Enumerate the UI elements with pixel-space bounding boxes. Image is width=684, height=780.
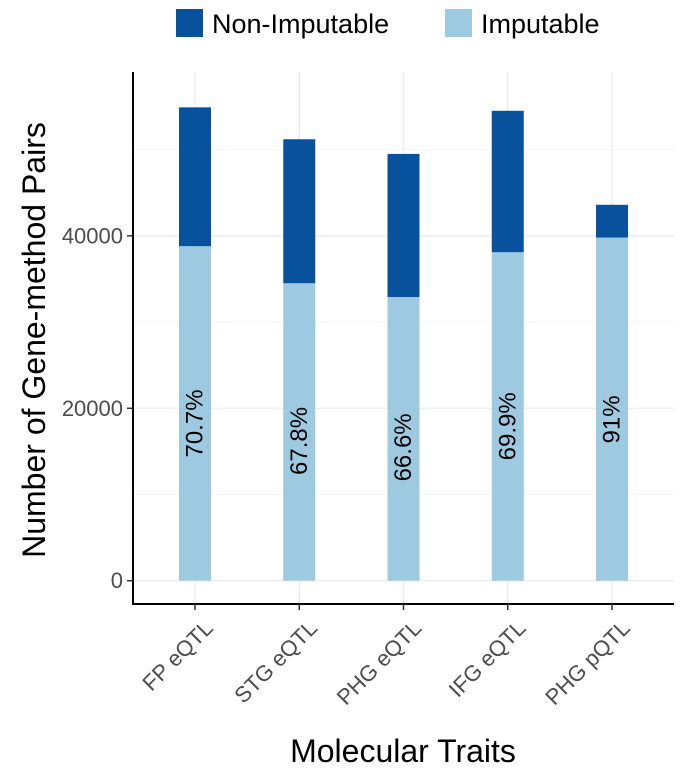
x-ticks: FP eQTL STG eQTL PHG eQTL IFG eQTL PHG pQTL	[137, 604, 635, 710]
y-tick-label: 20000	[62, 396, 123, 421]
percent-label: 69.9%	[494, 392, 521, 460]
legend-label: Imputable	[481, 9, 600, 39]
y-ticks: 0 20000 40000	[62, 223, 133, 593]
bar-imputable	[387, 297, 420, 581]
bar-imputable	[283, 283, 316, 581]
legend-swatch	[445, 9, 472, 37]
percent-label: 70.7%	[182, 389, 209, 457]
percent-label: 66.6%	[390, 413, 417, 481]
percent-labels: 70.7% 67.8% 66.6% 69.9% 91%	[182, 389, 626, 481]
legend-label: Non-Imputable	[212, 9, 389, 39]
x-tick-label: STG eQTL	[229, 615, 322, 708]
x-tick-label: PHG eQTL	[332, 615, 427, 710]
bar-non-imputable	[179, 107, 211, 247]
y-axis-title: Number of Gene-method Pairs	[16, 122, 52, 558]
legend: Non-Imputable Imputable	[176, 9, 600, 39]
x-tick-label: PHG pQTL	[540, 615, 635, 710]
bar-imputable	[596, 237, 628, 581]
bar-non-imputable	[387, 153, 420, 298]
bar-non-imputable	[283, 139, 316, 284]
bar-non-imputable	[596, 204, 628, 238]
y-tick-label: 40000	[62, 223, 123, 248]
bar-non-imputable	[491, 110, 524, 253]
x-tick-label: FP eQTL	[137, 615, 218, 696]
legend-swatch	[176, 9, 203, 37]
y-tick-label: 0	[111, 568, 123, 593]
x-tick-label: IFG eQTL	[444, 615, 531, 702]
percent-label: 67.8%	[286, 407, 313, 475]
x-axis-title: Molecular Traits	[290, 733, 516, 769]
bar-imputable	[179, 246, 211, 581]
percent-label: 91%	[599, 395, 626, 443]
bars-group	[179, 107, 628, 581]
bar-imputable	[491, 252, 524, 581]
